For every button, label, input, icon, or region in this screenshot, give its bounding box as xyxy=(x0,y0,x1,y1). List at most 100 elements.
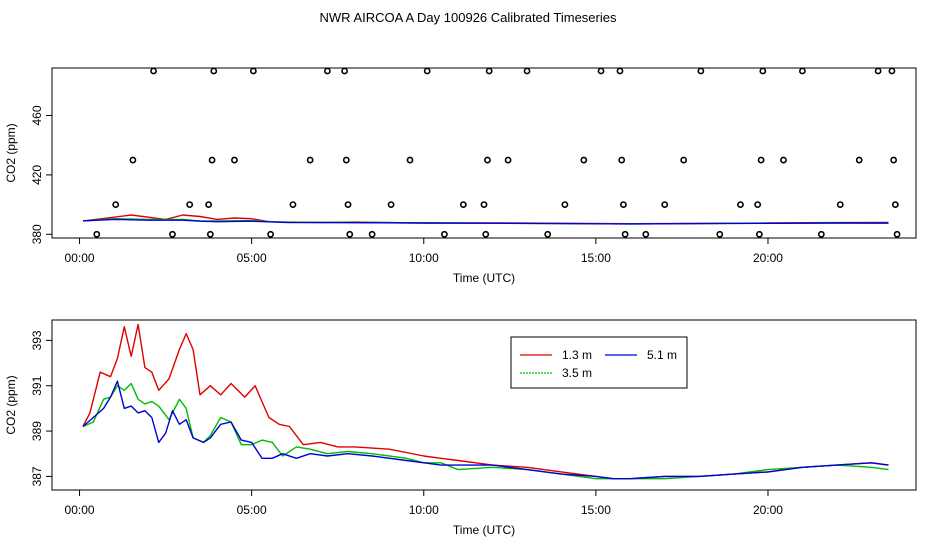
bottom-series-group xyxy=(82,323,889,480)
calibration-point xyxy=(112,201,120,208)
bottom-series-1-3m xyxy=(82,323,889,480)
calibration-point xyxy=(817,230,825,238)
top-x-tick-label: 05:00 xyxy=(237,251,267,265)
calibration-point xyxy=(716,230,724,238)
top-x-tick-label: 20:00 xyxy=(753,251,783,265)
bottom-x-axis-label: Time (UTC) xyxy=(453,523,515,537)
calibration-point xyxy=(620,201,627,208)
calibration-point xyxy=(482,230,490,238)
top-y-axis-label: CO2 (ppm) xyxy=(4,123,18,182)
legend: 1.3 m 5.1 m 3.5 m xyxy=(510,336,688,389)
calibration-point xyxy=(150,67,157,75)
bottom-x-tick-label: 05:00 xyxy=(237,503,267,517)
calibration-point xyxy=(891,201,899,208)
bottom-x-axis: 00:00 05:00 10:00 15:00 20:00 xyxy=(65,490,783,517)
legend-label-1-3m: 1.3 m xyxy=(562,348,592,362)
calibration-point xyxy=(874,67,882,75)
calibration-point xyxy=(661,201,669,208)
calibration-point xyxy=(621,230,629,238)
calibration-point xyxy=(387,201,395,208)
calibration-point xyxy=(755,230,763,238)
calibration-point xyxy=(346,230,354,238)
top-x-tick-label: 15:00 xyxy=(581,251,611,265)
top-y-tick-label: 460 xyxy=(30,105,44,125)
bottom-y-axis-label: CO2 (ppm) xyxy=(4,375,18,434)
top-series-5-1m xyxy=(82,218,889,225)
calibration-point xyxy=(890,156,898,164)
calibration-point xyxy=(129,156,137,164)
top-x-axis-label: Time (UTC) xyxy=(453,271,515,285)
bottom-x-tick-label: 20:00 xyxy=(753,503,783,517)
calibration-point xyxy=(618,156,626,164)
calibration-point xyxy=(642,230,650,238)
calibration-point xyxy=(580,156,588,164)
calibration-point xyxy=(484,156,491,164)
bottom-y-tick-label: 393 xyxy=(30,330,44,350)
top-x-tick-label: 10:00 xyxy=(409,251,439,265)
calibration-point xyxy=(888,67,896,75)
calibration-point xyxy=(208,156,216,164)
bottom-x-tick-label: 15:00 xyxy=(581,503,611,517)
calibration-point xyxy=(759,67,767,75)
calibration-point xyxy=(205,201,213,208)
bottom-y-tick-label: 391 xyxy=(30,375,44,395)
top-x-tick-label: 00:00 xyxy=(65,251,95,265)
calibration-point xyxy=(480,201,488,208)
calibration-point xyxy=(344,201,352,208)
calibration-point xyxy=(680,156,688,164)
calibration-point xyxy=(289,201,297,208)
top-series-group xyxy=(82,214,889,225)
top-y-axis: 380 420 460 xyxy=(30,105,53,244)
calibration-point xyxy=(893,230,901,238)
calibration-point xyxy=(737,201,744,208)
calibration-point xyxy=(210,67,218,75)
legend-label-3-5m: 3.5 m xyxy=(562,366,592,380)
bottom-x-tick-label: 00:00 xyxy=(65,503,95,517)
calibration-point xyxy=(231,156,238,164)
calibration-point xyxy=(855,156,863,164)
calibration-point xyxy=(342,156,350,164)
bottom-panel: 387 389 391 393 00:00 05:00 10:00 15:00 20:00 T… xyxy=(4,319,917,537)
calibration-point xyxy=(93,230,101,238)
calibration-point xyxy=(754,201,762,208)
bottom-x-tick-label: 10:00 xyxy=(409,503,439,517)
calibration-point xyxy=(799,67,806,75)
top-calibration-points xyxy=(93,67,901,238)
figure-title: NWR AIRCOA A Day 100926 Calibrated Times… xyxy=(320,10,617,25)
bottom-y-tick-label: 387 xyxy=(30,466,44,486)
calibration-point xyxy=(341,67,348,75)
calibration-point xyxy=(323,67,331,75)
calibration-point xyxy=(561,201,569,208)
legend-box xyxy=(510,336,688,389)
top-plot-frame xyxy=(51,67,917,239)
top-y-tick-label: 420 xyxy=(30,165,44,185)
legend-label-5-1m: 5.1 m xyxy=(647,348,677,362)
calibration-point xyxy=(186,201,194,208)
calibration-point xyxy=(485,67,493,75)
calibration-point xyxy=(368,230,376,238)
calibration-point xyxy=(697,67,705,75)
calibration-point xyxy=(267,230,274,238)
calibration-point xyxy=(441,230,448,238)
calibration-point xyxy=(616,67,624,75)
top-x-axis: 00:00 05:00 10:00 15:00 20:00 xyxy=(65,238,783,265)
calibration-point xyxy=(836,201,844,208)
calibration-point xyxy=(169,230,176,238)
top-panel: 380 420 460 00:00 05:00 10:00 15:00 20:00 Time… xyxy=(4,67,917,285)
calibration-point xyxy=(544,230,552,238)
bottom-y-tick-label: 389 xyxy=(30,421,44,441)
calibration-point xyxy=(206,230,214,238)
calibration-point xyxy=(249,67,257,75)
top-y-tick-label: 380 xyxy=(30,224,44,244)
calibration-point xyxy=(757,156,765,164)
calibration-point xyxy=(504,156,512,164)
top-series-1-3m xyxy=(82,214,889,225)
calibration-point xyxy=(523,67,531,75)
bottom-y-axis: 387 389 391 393 xyxy=(30,330,53,486)
calibration-point xyxy=(423,67,431,75)
calibration-point xyxy=(597,67,605,75)
bottom-series-3-5m xyxy=(82,382,889,480)
bottom-series-5-1m xyxy=(82,380,889,480)
calibration-point xyxy=(406,156,414,164)
